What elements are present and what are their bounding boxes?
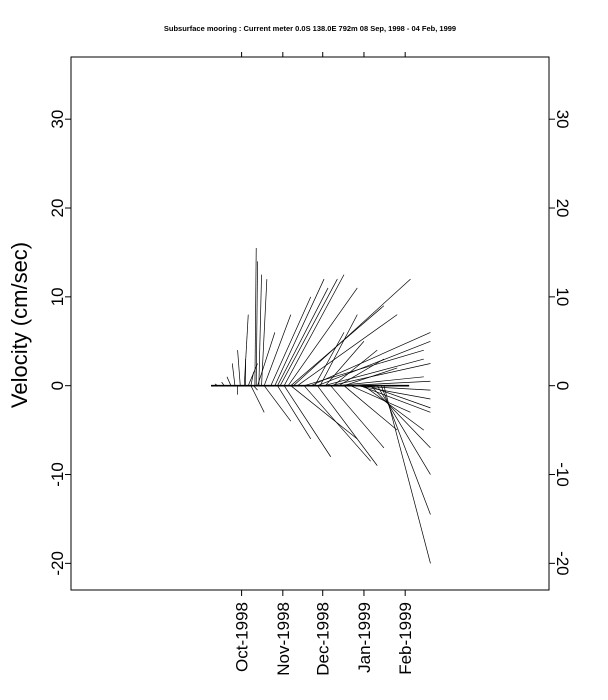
velocity-stick	[247, 363, 258, 386]
x-tick-label: Dec-1998	[314, 602, 333, 676]
velocity-stick	[343, 385, 398, 431]
velocity-stick	[214, 383, 218, 386]
velocity-stick	[231, 363, 236, 386]
y-tick-label-right: -20	[553, 551, 572, 576]
velocity-stick	[287, 287, 358, 386]
velocity-stick	[279, 278, 338, 386]
velocity-stick	[263, 314, 292, 386]
velocity-stick	[383, 385, 431, 564]
y-tick-label-right: 30	[553, 110, 572, 129]
velocity-stick	[221, 381, 225, 386]
velocity-stick	[357, 385, 431, 400]
velocity-stick	[367, 385, 431, 409]
y-axis-left: -20 -10 0 10 20 30	[48, 110, 71, 576]
velocity-stick	[270, 296, 312, 386]
y-tick-label-right: 0	[553, 381, 572, 390]
velocity-stick	[323, 358, 424, 387]
velocity-stick	[263, 385, 292, 422]
plot-frame	[70, 56, 550, 591]
velocity-stick	[303, 385, 371, 462]
velocity-stick	[363, 385, 425, 431]
x-axis-top	[241, 52, 406, 57]
y-axis-label: Velocity (cm/sec)	[7, 242, 32, 408]
velocity-stick	[293, 278, 411, 386]
velocity-stick	[330, 385, 385, 449]
velocity-stick	[350, 385, 411, 413]
velocity-stick	[253, 385, 258, 391]
velocity-stick	[283, 274, 345, 386]
y-tick-label-left: 10	[48, 287, 67, 306]
velocity-stick	[314, 332, 345, 386]
velocity-stick	[243, 314, 249, 386]
velocity-stick	[254, 247, 257, 386]
velocity-stick	[290, 385, 358, 440]
y-tick-label-left: -10	[48, 462, 67, 487]
x-axis-bottom: Oct-1998 Nov-1998 Dec-1998 Jan-1999 Feb-1999	[233, 590, 415, 676]
velocity-stick	[343, 380, 431, 387]
velocity-stick	[310, 332, 431, 387]
velocity-stick	[237, 350, 241, 386]
velocity-stick	[317, 340, 431, 387]
velocity-stick	[277, 385, 312, 440]
velocity-stick	[343, 367, 398, 387]
velocity-stick	[283, 385, 331, 457]
velocity-stick	[376, 385, 431, 475]
y-tick-label-right: -10	[553, 462, 572, 487]
velocity-stick	[338, 358, 385, 386]
velocity-stick	[261, 279, 268, 386]
velocity-stick	[277, 287, 329, 386]
velocity-stick	[330, 363, 431, 387]
y-tick-label-right: 20	[553, 199, 572, 218]
velocity-stick	[317, 385, 378, 466]
velocity-stick	[337, 376, 424, 387]
velocity-stick	[297, 314, 398, 386]
y-axis-right: -20 -10 0 10 20 30	[549, 110, 572, 576]
velocity-stick	[333, 349, 378, 386]
chart-title: Subsurface mooring : Current meter 0.0S …	[164, 24, 456, 33]
velocity-stick	[370, 385, 431, 449]
velocity-stick	[274, 278, 325, 386]
y-tick-label-left: 20	[48, 199, 67, 218]
velocity-stick	[250, 385, 265, 413]
velocity-stick	[319, 314, 358, 386]
x-tick-label: Nov-1998	[274, 602, 293, 676]
velocity-sticks	[211, 247, 431, 564]
velocity-stick	[226, 376, 232, 386]
velocity-stick	[257, 332, 276, 386]
x-tick-label: Feb-1999	[396, 602, 415, 675]
velocity-stick	[359, 385, 431, 413]
y-tick-label-right: 10	[553, 287, 572, 306]
velocity-stick	[325, 341, 365, 386]
x-tick-label: Oct-1998	[233, 602, 252, 672]
velocity-stick	[258, 274, 262, 386]
velocity-stick	[255, 261, 258, 386]
y-tick-label-left: 30	[48, 110, 67, 129]
y-tick-label-left: -20	[48, 551, 67, 576]
y-tick-label-left: 0	[48, 381, 67, 390]
x-tick-label: Jan-1999	[355, 602, 374, 673]
velocity-stick	[350, 385, 431, 391]
